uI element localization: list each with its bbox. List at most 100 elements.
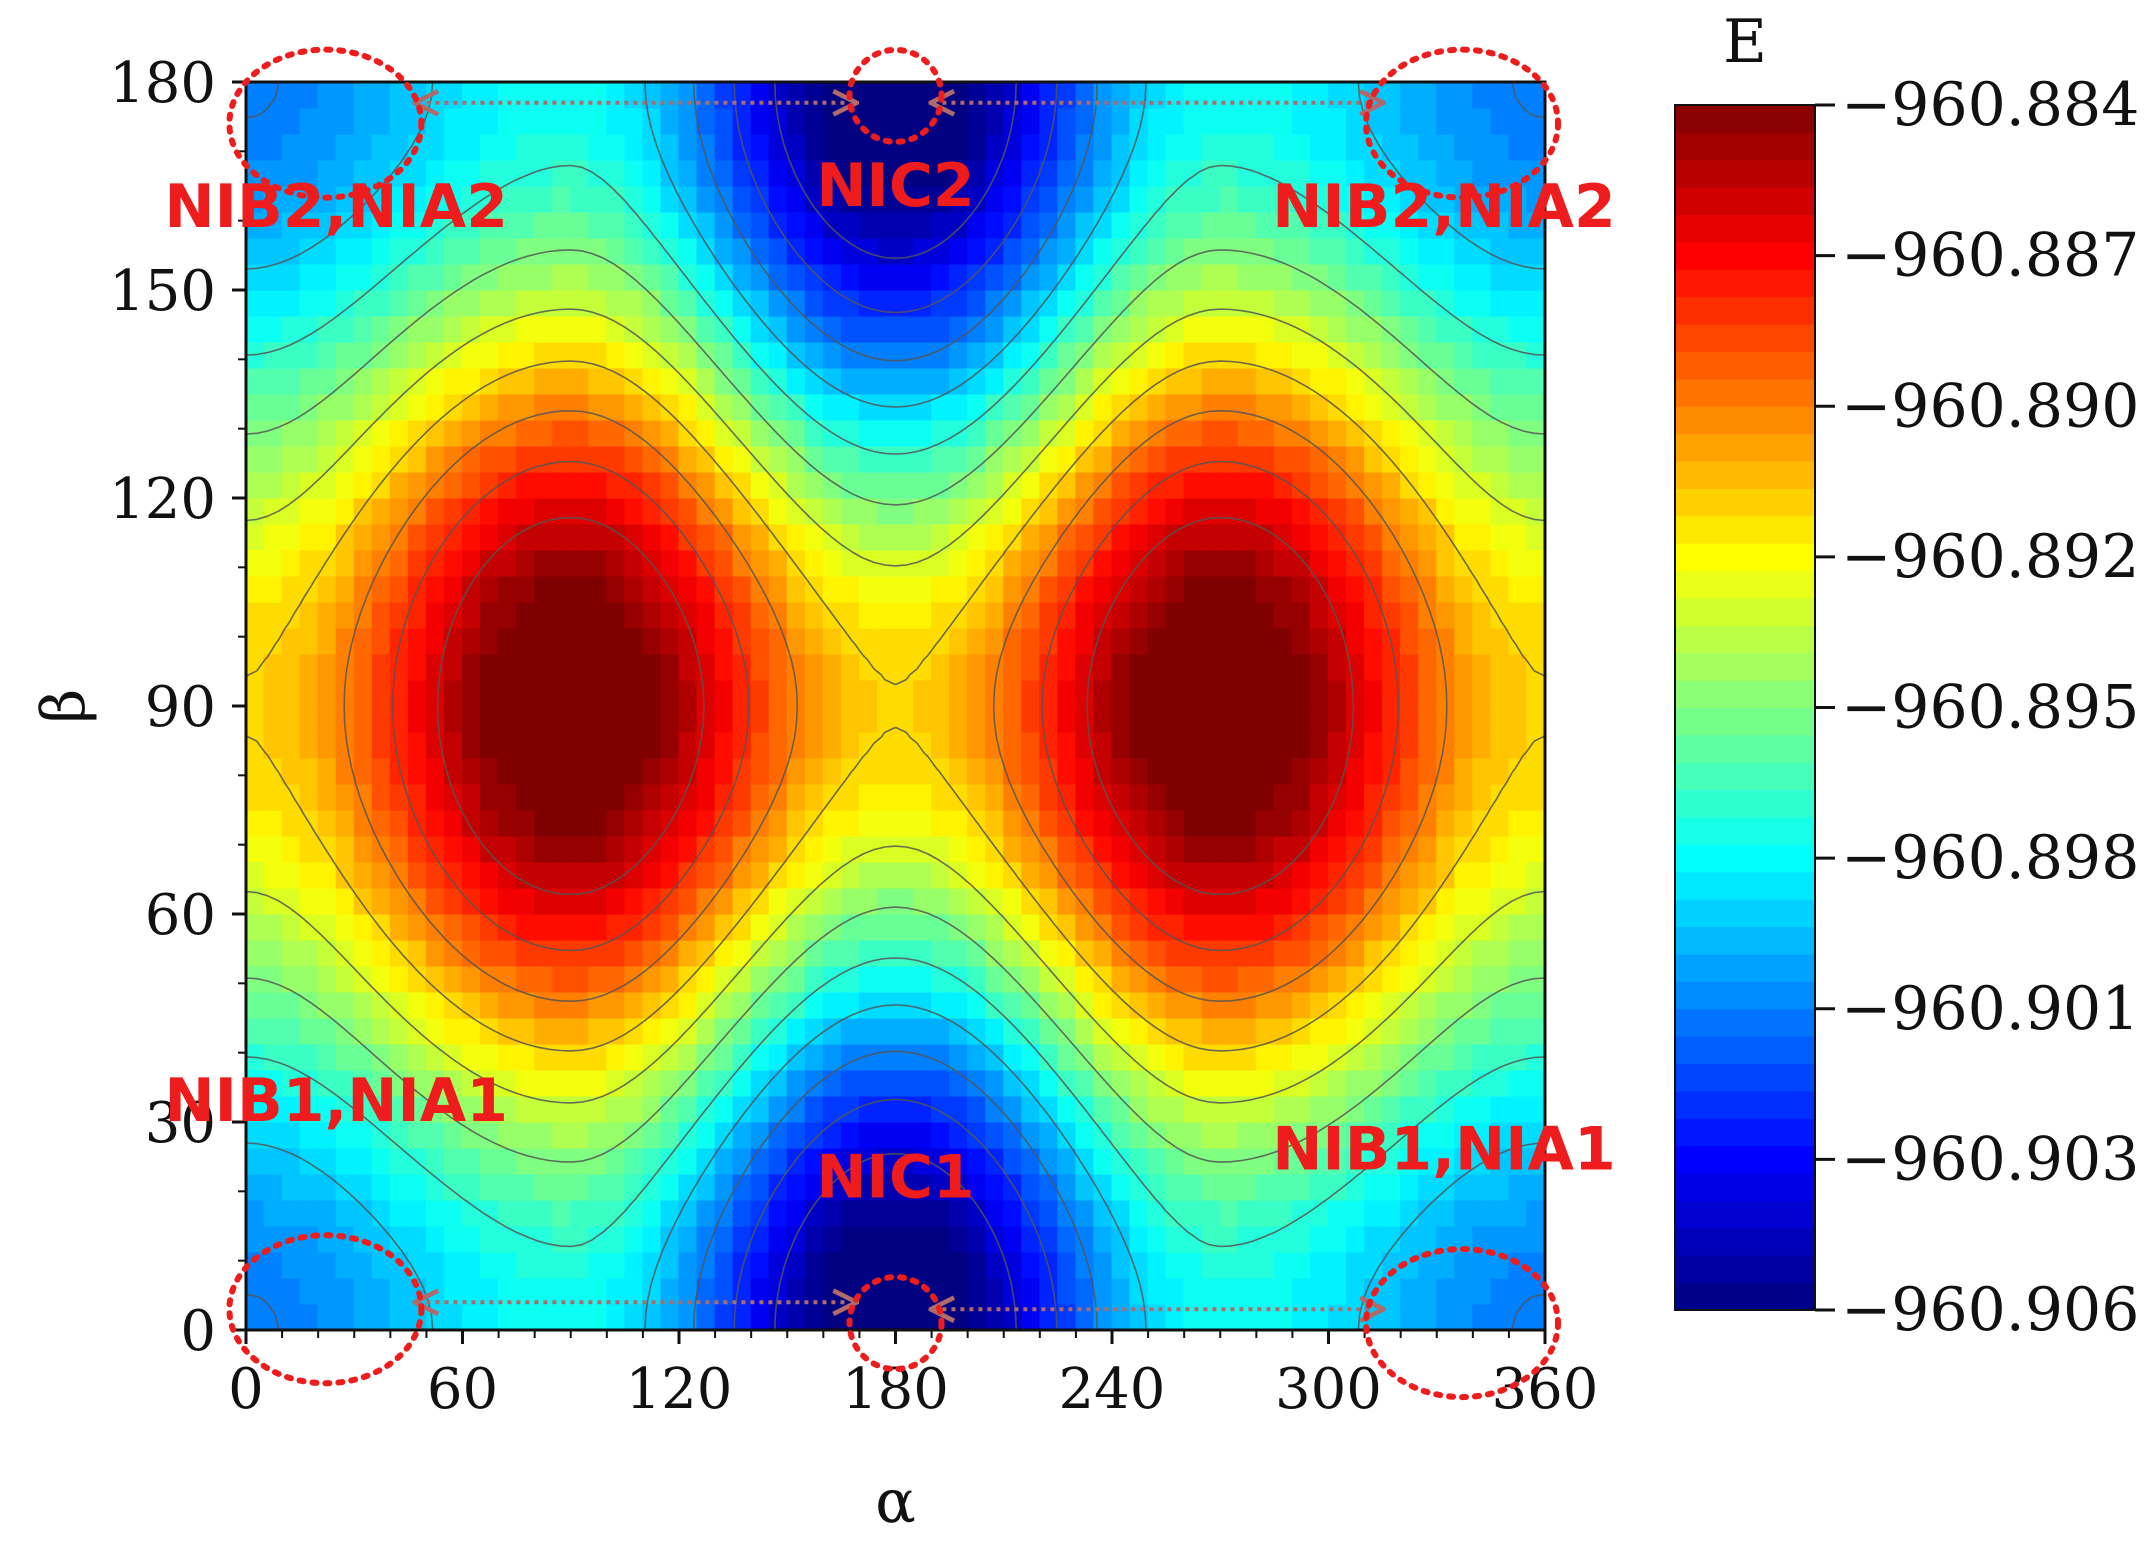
heat-cell <box>371 991 391 1019</box>
annotation-label: NIB2,NIA2 <box>164 172 508 242</box>
heat-cell <box>1129 289 1149 317</box>
heat-cell <box>768 185 788 213</box>
heat-cell <box>299 1173 319 1201</box>
heat-cell <box>1454 731 1474 759</box>
heat-cell <box>1057 263 1077 291</box>
heat-cell <box>895 1225 915 1253</box>
heat-cell <box>407 1173 427 1201</box>
heat-cell <box>1093 289 1113 317</box>
heat-cell <box>660 991 680 1019</box>
heat-cell <box>949 107 969 135</box>
heat-cell <box>1418 393 1438 421</box>
heat-cell <box>714 653 734 681</box>
heat-cell <box>1057 133 1077 161</box>
heat-cell <box>895 1173 915 1201</box>
heat-cell <box>1165 1147 1185 1175</box>
circled-region <box>1363 46 1562 201</box>
heat-cell <box>913 393 933 421</box>
heat-cell <box>1508 289 1528 317</box>
heat-cell <box>1364 211 1384 239</box>
heat-cell <box>967 887 987 915</box>
heat-cell <box>1237 341 1257 369</box>
heat-cell <box>1273 965 1293 993</box>
heat-cell <box>1508 575 1528 603</box>
heat-cell <box>317 601 337 629</box>
heat-cell <box>389 419 409 447</box>
heat-cell <box>1147 1043 1167 1071</box>
heat-cell <box>642 445 662 473</box>
heat-cell <box>696 1199 716 1227</box>
heat-cell <box>1201 549 1221 577</box>
heat-cell <box>985 367 1005 395</box>
heat-cell <box>642 913 662 941</box>
heat-cell <box>389 211 409 239</box>
heat-cell <box>371 1043 391 1071</box>
heat-cell <box>696 861 716 889</box>
heat-cell <box>1309 731 1329 759</box>
heat-cell <box>1273 159 1293 187</box>
heat-cell <box>588 1069 608 1097</box>
heat-cell <box>570 133 590 161</box>
heat-cell <box>1291 289 1311 317</box>
heat-cell <box>389 237 409 265</box>
heat-cell <box>768 705 788 733</box>
heat-cell <box>1472 523 1492 551</box>
heat-cell <box>678 185 698 213</box>
heat-cell <box>263 315 283 343</box>
heat-cell <box>1183 1147 1203 1175</box>
heat-cell <box>425 1017 445 1045</box>
colorbar-band <box>1675 1254 1815 1284</box>
heat-cell <box>1129 1043 1149 1071</box>
heat-cell <box>876 237 896 265</box>
colorbar-band <box>1675 131 1815 161</box>
heat-cell <box>1309 367 1329 395</box>
heat-cell <box>1490 1303 1510 1330</box>
heat-cell <box>299 861 319 889</box>
heat-cell <box>1400 1017 1420 1045</box>
colorbar-band <box>1675 597 1815 626</box>
heat-cell <box>443 471 463 499</box>
heat-cell <box>750 939 770 967</box>
heat-cell <box>516 887 536 915</box>
heat-cell <box>534 549 554 577</box>
heat-cell <box>1255 549 1275 577</box>
heat-cell <box>335 1277 355 1305</box>
heat-cell <box>1291 1095 1311 1123</box>
heat-cell <box>714 913 734 941</box>
heat-cell <box>570 419 590 447</box>
heat-cell <box>498 367 518 395</box>
heat-cell <box>1346 1147 1366 1175</box>
heat-cell <box>1309 1173 1329 1201</box>
heat-cell <box>1147 679 1167 707</box>
heat-cell <box>335 1199 355 1227</box>
heat-cell <box>1526 107 1545 135</box>
heat-cell <box>1400 341 1420 369</box>
heat-cell <box>876 289 896 317</box>
heat-cell <box>1255 393 1275 421</box>
heat-cell <box>1147 1225 1167 1253</box>
heat-cell <box>1454 1303 1474 1330</box>
heat-cell <box>299 1277 319 1305</box>
heat-cell <box>660 835 680 863</box>
heat-cell <box>1346 393 1366 421</box>
heat-cell <box>750 1043 770 1071</box>
heat-cell <box>443 887 463 915</box>
heat-cell <box>1039 913 1059 941</box>
annotation-label: NIB2,NIA2 <box>1272 172 1616 242</box>
heat-cell <box>335 82 355 109</box>
heat-cell <box>768 1303 788 1330</box>
heat-cell <box>1219 341 1239 369</box>
heat-cell <box>552 887 572 915</box>
heat-cell <box>624 133 644 161</box>
heat-cell <box>317 367 337 395</box>
heat-cell <box>389 1017 409 1045</box>
heat-cell <box>606 835 626 863</box>
heat-cell <box>588 367 608 395</box>
heat-cell <box>624 731 644 759</box>
heat-cell <box>1436 315 1456 343</box>
heat-cell <box>678 1069 698 1097</box>
heat-cell <box>1273 1147 1293 1175</box>
heat-cell <box>552 549 572 577</box>
heat-cell <box>281 107 301 135</box>
heat-cell <box>480 679 500 707</box>
